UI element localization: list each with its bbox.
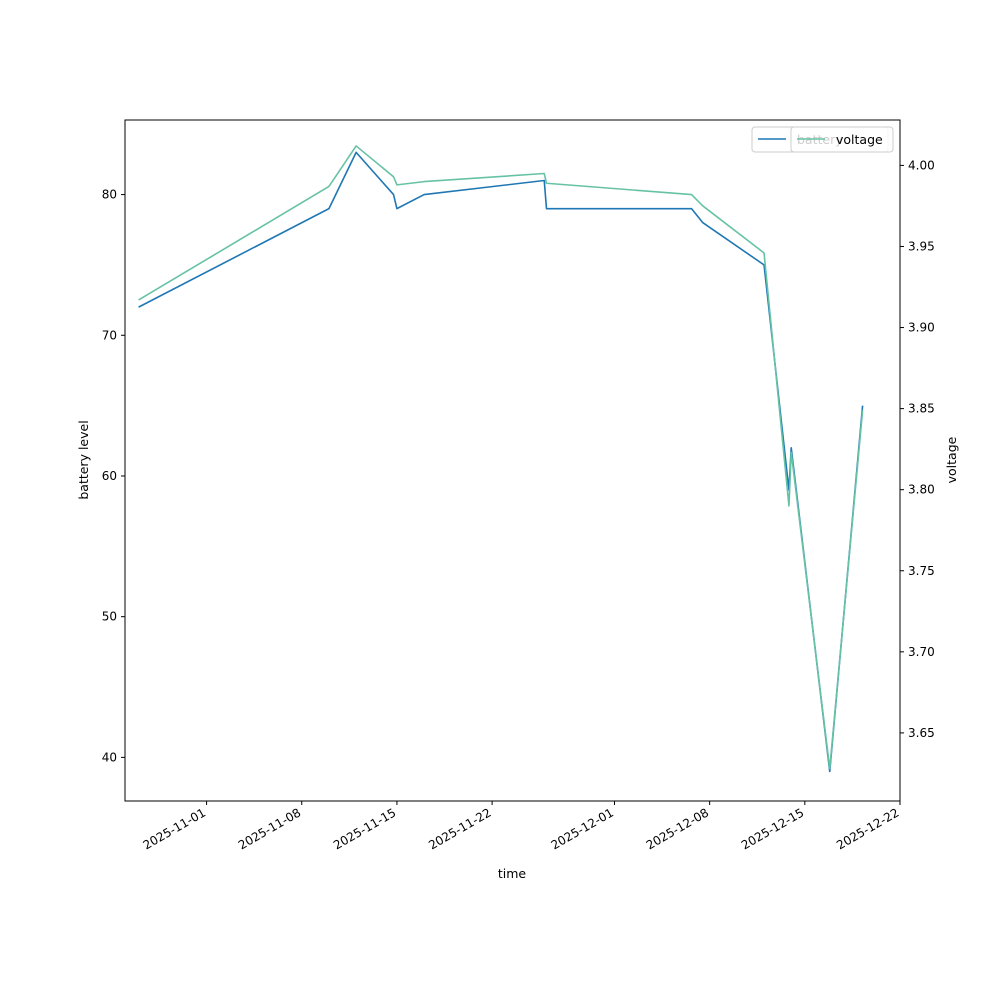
- y-tick-label-left: 40: [102, 750, 117, 764]
- y-axis-right: 3.65 3.70 3.75 3.80 3.85 3.90 3.95 4.00: [900, 158, 935, 740]
- x-tick-label: 2025-12-01: [549, 805, 616, 852]
- legend-right: voltage: [790, 126, 894, 153]
- series-layer: [138, 145, 864, 773]
- x-tick-label: 2025-12-22: [834, 805, 901, 852]
- y-axis-label-right: voltage: [944, 436, 959, 483]
- y-tick-label-left: 50: [102, 610, 117, 624]
- x-tick-label: 2025-12-08: [644, 805, 711, 852]
- x-axis-label: time: [498, 866, 527, 881]
- x-axis: 2025-11-01 2025-11-08 2025-11-15 2025-11-22…: [141, 801, 902, 852]
- y-axis-label-left: battery level: [76, 420, 91, 499]
- x-tick-label: 2025-12-15: [739, 805, 806, 852]
- x-tick-label: 2025-11-01: [141, 805, 208, 852]
- y-tick-label-right: 3.85: [908, 402, 935, 416]
- legend-right-box: [790, 126, 894, 153]
- y-tick-label-right: 3.70: [908, 645, 935, 659]
- x-tick-label: 2025-11-22: [426, 805, 493, 852]
- legend-right-label: voltage: [836, 132, 883, 147]
- y-tick-label-right: 4.00: [908, 158, 935, 172]
- y-axis-left: 40 50 60 70 80: [102, 188, 125, 764]
- y-tick-label-right: 3.95: [908, 239, 935, 253]
- y-tick-label-left: 70: [102, 328, 117, 342]
- y-tick-label-left: 80: [102, 188, 117, 202]
- y-tick-label-left: 60: [102, 469, 117, 483]
- y-tick-label-right: 3.65: [908, 726, 935, 740]
- x-tick-label: 2025-11-08: [236, 805, 303, 852]
- y-tick-label-right: 3.90: [908, 321, 935, 335]
- y-tick-label-right: 3.75: [908, 564, 935, 578]
- x-tick-label: 2025-11-15: [331, 805, 398, 852]
- plot-frame: [124, 119, 901, 802]
- y-tick-label-right: 3.80: [908, 483, 935, 497]
- series-line-voltage: [138, 145, 864, 770]
